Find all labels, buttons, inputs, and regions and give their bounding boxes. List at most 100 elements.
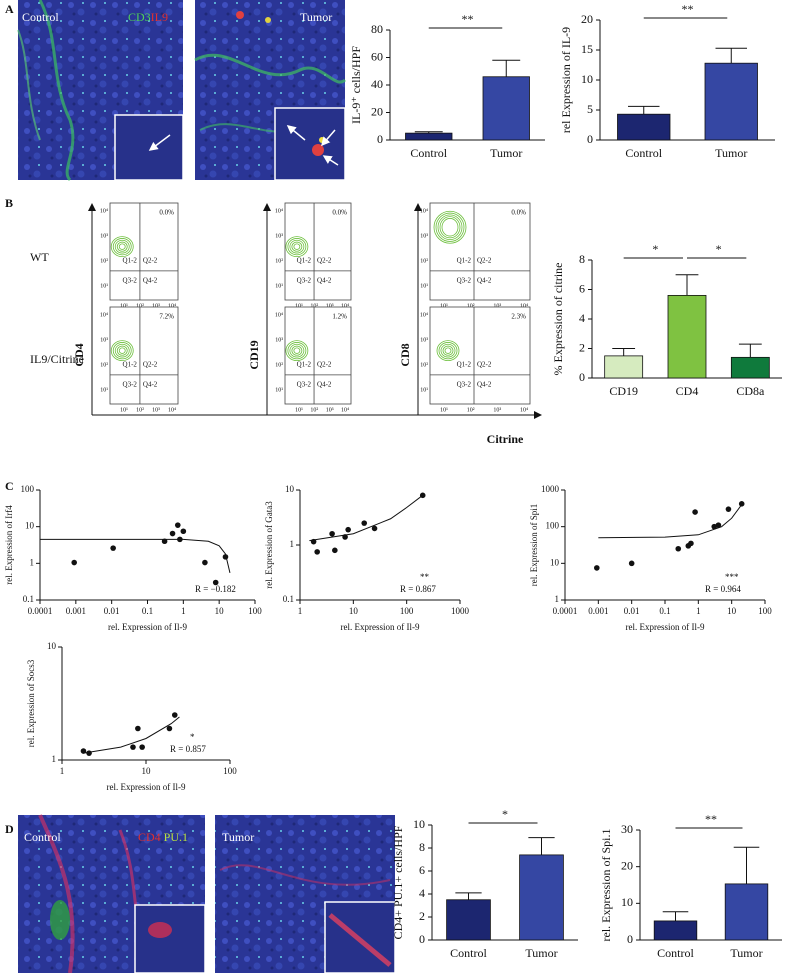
y-axis-label: rel. Expression of Gata3: [264, 501, 274, 589]
quadrant-label: Q2-2: [317, 257, 332, 265]
contour: [285, 340, 309, 362]
point: [692, 509, 698, 515]
y-tick-label: 0: [587, 132, 593, 146]
x-tick-label: Control: [625, 146, 662, 160]
point: [371, 525, 378, 532]
point: [130, 744, 136, 750]
contour: [291, 241, 303, 252]
x-tick-label: Tumor: [730, 946, 762, 960]
quadrant-label: Q3-2: [123, 277, 138, 285]
flow-tick-label: 10¹: [275, 283, 283, 289]
x-tick-label: 100: [248, 606, 262, 616]
image-label: CD4 PU.1: [138, 830, 188, 844]
quadrant-label: Q2-2: [143, 257, 158, 265]
y-tick-label: 0: [627, 932, 633, 946]
panel-label: A: [5, 2, 14, 16]
flow-tick-label: 10¹: [120, 303, 128, 309]
flow-tick-label: 10¹: [440, 407, 448, 413]
quadrant-label: Q2-2: [477, 257, 492, 265]
significance: *: [716, 242, 722, 256]
flow-axes: [88, 203, 542, 419]
contour: [112, 342, 132, 360]
point: [212, 579, 219, 586]
y-tick-label: 1000: [541, 484, 560, 494]
quadrant-label: Q3-2: [457, 277, 472, 285]
quadrant-label: Q2-2: [477, 361, 492, 369]
panel-label: C: [5, 479, 14, 493]
point: [169, 530, 176, 537]
flow-tick-label: 10⁴: [100, 208, 108, 214]
flow-tick-label: 10¹: [295, 407, 303, 413]
bar: [653, 920, 698, 941]
flow-plot: Q1-2 Q2-2 Q3-2 Q4-2 7.2% 10¹ 10¹ 10² 10² 10³ 10³ 10…: [100, 306, 179, 413]
point: [222, 554, 229, 560]
point: [135, 725, 141, 732]
flow-tick-label: 10³: [493, 407, 501, 413]
contour: [110, 340, 134, 362]
x-tick-label: Tumor: [715, 146, 747, 160]
quadrant-label: Q4-2: [477, 381, 492, 389]
y-axis-label: rel. Expression of Spi.1: [599, 829, 613, 942]
contour: [438, 342, 458, 360]
y-tick-label: 5: [587, 102, 593, 116]
flow-tick-label: 10³: [420, 233, 428, 239]
y-tick-label: 100: [546, 521, 560, 531]
flow-tick-label: 10¹: [120, 407, 128, 413]
fit-line: [309, 494, 424, 542]
flow-tick-label: 10²: [310, 407, 318, 413]
flow-tick-label: 10³: [152, 303, 160, 309]
quadrant-label: Q1-2: [123, 361, 138, 369]
bar: [482, 76, 530, 141]
flow-tick-label: 10⁴: [341, 303, 349, 309]
point: [177, 536, 183, 543]
quadrant-label: Q4-2: [317, 277, 332, 285]
bar: [617, 113, 671, 141]
contour: [114, 343, 130, 358]
flow-tick-label: 10²: [420, 362, 428, 368]
flow-tick-label: 10²: [467, 407, 475, 413]
x-tick-label: 100: [223, 766, 237, 776]
flow-tick-label: 10²: [100, 258, 108, 264]
flow-tick-label: 10³: [493, 303, 501, 309]
quadrant-label: Q1-2: [297, 361, 312, 369]
point: [180, 528, 187, 535]
bar: [724, 883, 769, 941]
quadrant-label: Q4-2: [143, 277, 158, 285]
flow-tick-label: 10⁴: [341, 407, 349, 413]
x-tick-label: 1: [696, 606, 701, 616]
x-tick-label: 1: [60, 766, 65, 776]
y-tick-label: 2: [419, 909, 425, 923]
contour: [285, 236, 309, 258]
point: [628, 560, 635, 567]
x-tick-label: 0.1: [142, 606, 153, 616]
annotation: ***: [725, 572, 739, 582]
contour: [289, 239, 305, 254]
contour: [440, 343, 456, 358]
x-tick-label: Control: [410, 146, 447, 160]
contour: [441, 218, 459, 237]
x-tick-label: 0.001: [66, 606, 86, 616]
x-tick-label: 0.0001: [28, 606, 53, 616]
bar: [667, 294, 707, 379]
y-tick-label: 1: [290, 539, 295, 549]
x-tick-label: 0.001: [588, 606, 608, 616]
stain-label: CD4: [138, 830, 161, 844]
contour: [293, 243, 301, 250]
x-tick-label: 0.1: [659, 606, 670, 616]
contour: [287, 238, 307, 256]
x-axis-label: rel. Expression of Il-9: [341, 622, 420, 632]
x-axis-label: rel. Expression of Il-9: [108, 622, 187, 632]
micrograph: Tumor: [194, 0, 347, 181]
point: [139, 744, 145, 750]
flow-tick-label: 10²: [136, 407, 144, 413]
flow-plot: Q1-2 Q2-2 Q3-2 Q4-2 0.0% 10¹ 10¹ 10² 10² 10³ 10³ 10…: [275, 202, 352, 309]
y-axis-label: % Expression of citrine: [551, 263, 565, 376]
y-tick-label: 0: [377, 132, 383, 146]
point: [675, 545, 682, 552]
y-tick-label: 0: [419, 932, 425, 946]
y-tick-label: 20: [581, 12, 593, 26]
contour: [437, 214, 463, 241]
flow-tick-label: 10¹: [420, 387, 428, 393]
flow-tick-label: 10²: [275, 258, 283, 264]
gate-percentage: 7.2%: [159, 313, 174, 321]
